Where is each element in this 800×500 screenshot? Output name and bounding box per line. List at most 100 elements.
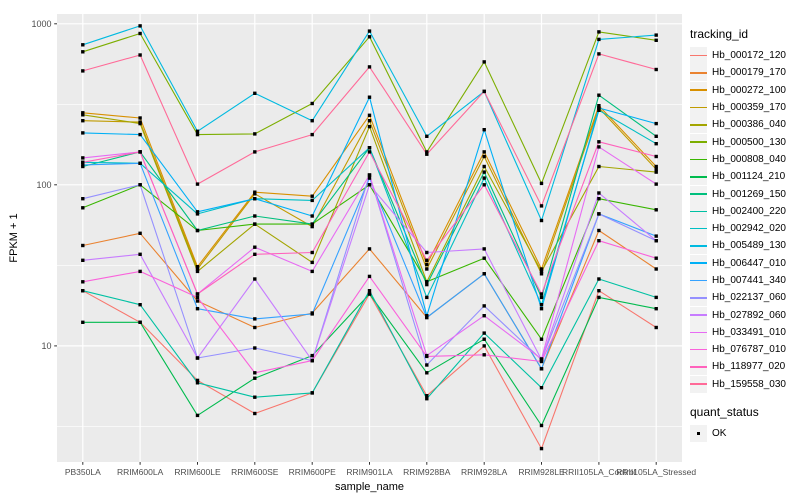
data-point	[81, 163, 85, 167]
legend-entry-label: Hb_002400_220	[712, 205, 786, 217]
data-point	[597, 277, 601, 281]
data-point	[138, 31, 142, 36]
data-point	[482, 353, 486, 357]
data-point	[195, 132, 200, 137]
legend-entry: Hb_000172_120	[690, 47, 800, 65]
legend-key	[690, 133, 707, 151]
legend-key	[690, 306, 707, 324]
data-point	[310, 214, 314, 218]
data-point	[482, 337, 486, 341]
data-point	[195, 356, 200, 360]
data-point	[367, 29, 372, 33]
data-point	[195, 269, 200, 274]
legend-panel: tracking_id Hb_000172_120 Hb_000179_170 Hb…	[690, 27, 800, 443]
legend-entry: Hb_002942_020	[690, 220, 800, 238]
data-point	[597, 106, 601, 110]
legend-entry-label: Hb_002942_020	[712, 223, 786, 235]
data-point	[425, 134, 429, 138]
legend-entry: Hb_007441_340	[690, 272, 800, 289]
data-point	[195, 129, 200, 133]
data-point	[81, 69, 85, 73]
data-point	[367, 247, 372, 251]
legend-entry-label: Hb_000179_170	[712, 67, 786, 79]
data-point	[482, 164, 486, 169]
data-point	[482, 256, 486, 260]
data-point	[425, 394, 429, 398]
data-point	[81, 131, 85, 135]
data-point	[367, 173, 372, 177]
data-point	[654, 239, 658, 243]
quant-status-key	[690, 425, 707, 443]
data-point	[597, 37, 601, 42]
quant-status-entry: OK	[690, 425, 800, 443]
data-point	[81, 258, 85, 262]
legend-entry: Hb_005489_130	[690, 237, 800, 255]
x-tick-label: RRII105LA_Control	[562, 467, 636, 477]
data-point	[654, 38, 658, 42]
data-point	[195, 267, 200, 271]
x-tick-label: RRIM600PE	[289, 467, 337, 477]
legend-entry-label: Hb_000500_130	[712, 136, 786, 148]
data-point	[81, 197, 85, 201]
data-point	[195, 295, 200, 300]
data-point	[310, 269, 314, 274]
data-point	[138, 121, 142, 126]
data-point	[425, 314, 429, 318]
x-tick-label: RRIM901LA	[346, 467, 393, 477]
data-point	[138, 161, 142, 165]
legend-entry-label: Hb_022137_060	[712, 292, 786, 304]
data-point	[654, 142, 658, 146]
data-point	[482, 176, 486, 180]
data-point	[253, 91, 257, 95]
data-point	[597, 191, 601, 195]
data-point	[597, 164, 601, 169]
data-point	[81, 160, 85, 164]
data-point	[138, 320, 142, 324]
data-point	[539, 272, 544, 276]
legend-entry-label: Hb_118977_020	[712, 361, 786, 373]
data-point	[310, 358, 314, 363]
legend-entry: Hb_033491_010	[690, 323, 800, 341]
legend-entry: Hb_000500_130	[690, 133, 800, 151]
data-point	[310, 132, 314, 137]
data-point	[138, 53, 142, 57]
data-point	[482, 60, 486, 64]
data-point	[81, 43, 85, 47]
legend-entry-label: Hb_001269_150	[712, 188, 786, 200]
data-point	[253, 325, 257, 330]
data-point	[367, 35, 372, 39]
legend-key	[690, 375, 707, 393]
data-point	[539, 295, 544, 300]
legend-entry: Hb_159558_030	[690, 375, 800, 393]
data-point	[597, 140, 601, 144]
data-point	[195, 228, 200, 233]
legend-entry-label: Hb_027892_060	[712, 309, 786, 321]
data-point	[310, 353, 314, 358]
data-point	[597, 93, 601, 97]
data-point	[425, 258, 429, 262]
data-point	[654, 121, 658, 126]
legend-entry-label: Hb_007441_340	[712, 275, 786, 286]
data-point	[253, 317, 257, 321]
legend-key	[690, 116, 707, 134]
x-tick-label: RRIM600LE	[174, 467, 221, 477]
legend-entry-label: Hb_000386_040	[712, 119, 786, 131]
data-point	[425, 397, 429, 401]
data-point	[597, 228, 601, 233]
data-point	[81, 50, 85, 54]
data-point	[81, 111, 85, 115]
data-point	[425, 363, 429, 367]
data-point	[253, 346, 257, 350]
data-point	[310, 101, 314, 106]
data-point	[482, 344, 486, 348]
data-point	[81, 243, 85, 248]
data-point	[138, 150, 142, 154]
legend-entry-label: Hb_076787_010	[712, 344, 786, 356]
data-point	[367, 274, 372, 279]
data-point	[539, 292, 544, 296]
legend-entry: Hb_002400_220	[690, 202, 800, 220]
legend-entry-label: Hb_006447_010	[712, 257, 786, 269]
data-point	[138, 269, 142, 274]
